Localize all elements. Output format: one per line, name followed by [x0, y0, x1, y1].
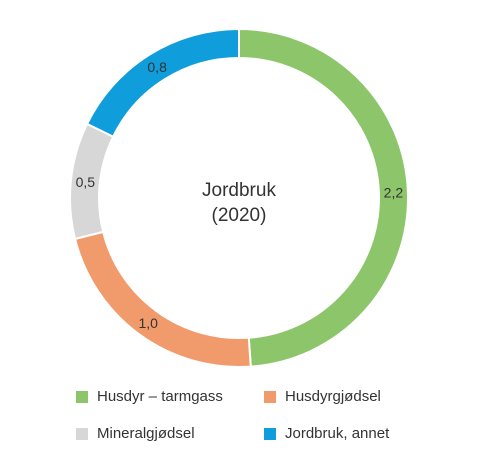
slice-value-label: 0,8	[147, 59, 167, 75]
center-label-line-2: (2020)	[212, 205, 267, 226]
slice-value-label: 2,2	[384, 185, 404, 201]
slice-value-label: 1,0	[138, 315, 158, 331]
slice-labels: 2,2 1,0 0,5 0,8	[76, 59, 404, 331]
slice-husdyrgjødsel	[73, 230, 252, 368]
center-label-line-1: Jordbruk	[202, 180, 276, 201]
donut-slices	[69, 27, 409, 368]
slice-jordbruk-annet	[85, 27, 240, 138]
slice-value-label: 0,5	[76, 174, 96, 190]
